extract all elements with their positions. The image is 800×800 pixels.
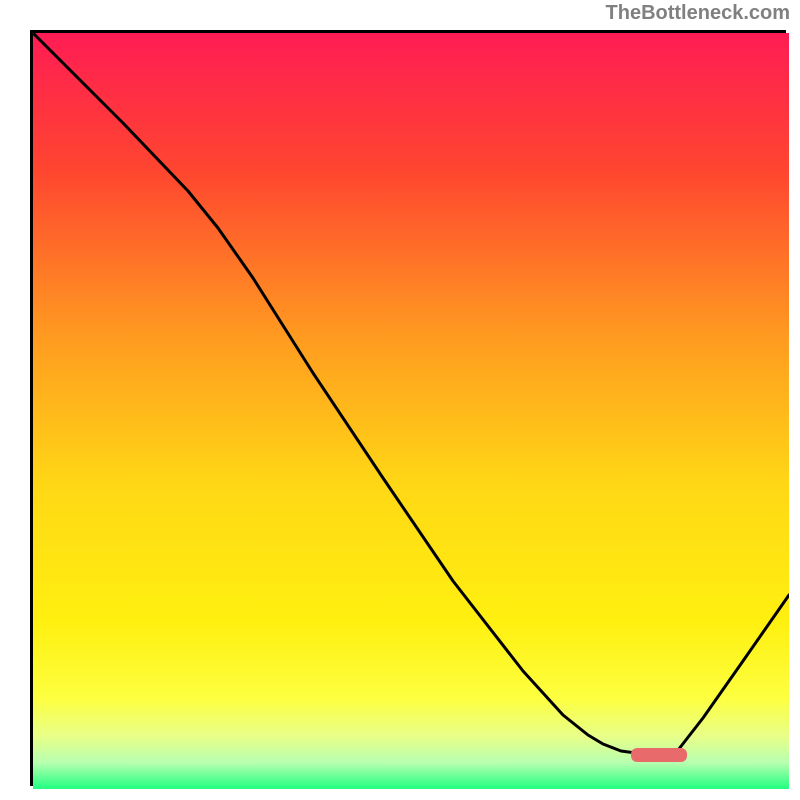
watermark-text: TheBottleneck.com	[606, 2, 790, 25]
optimal-range-marker	[631, 748, 687, 762]
chart-container: TheBottleneck.com	[0, 0, 800, 800]
bottleneck-chart	[33, 33, 789, 789]
plot-frame	[30, 30, 786, 786]
